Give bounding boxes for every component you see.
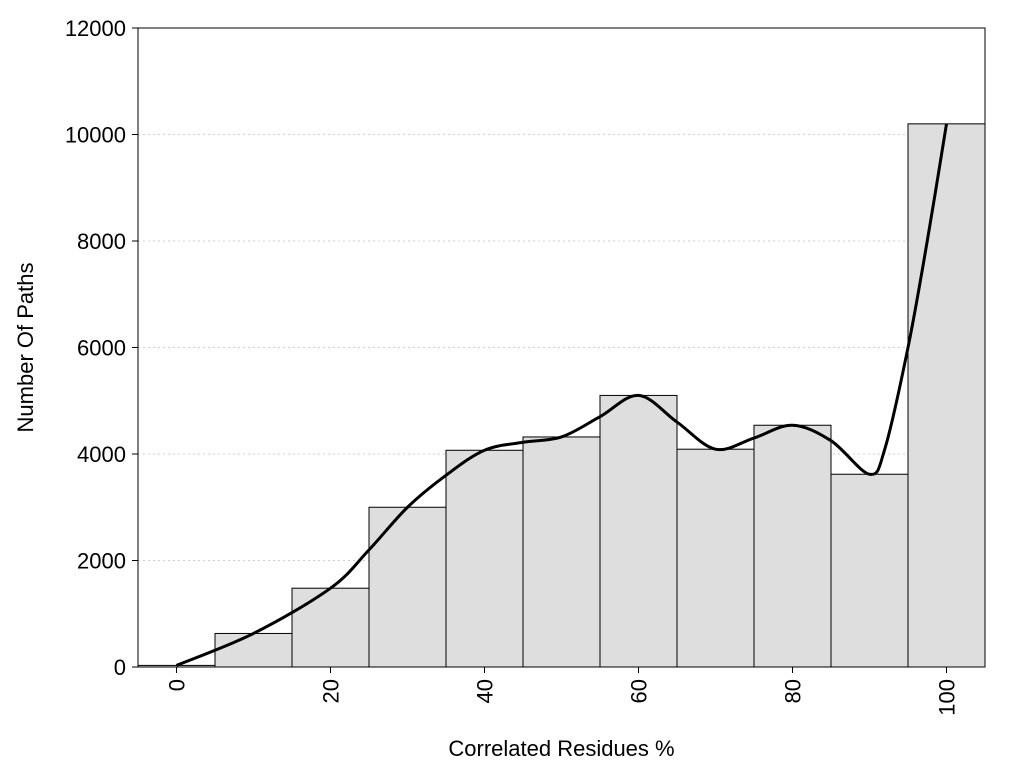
y-axis-ticks: 0 2000 4000 6000 8000 10000 12000	[65, 16, 138, 680]
y-tick-label: 12000	[65, 16, 126, 41]
histogram-bar	[522, 436, 601, 668]
histogram-bar	[753, 424, 832, 668]
histogram-bar	[445, 449, 524, 668]
histogram-bar	[368, 506, 447, 668]
y-tick-label: 10000	[65, 123, 126, 148]
histogram-bar	[291, 587, 370, 668]
x-axis-label: Correlated Residues %	[448, 736, 674, 761]
x-tick-label: 100	[935, 679, 960, 716]
y-tick-label: 2000	[77, 549, 126, 574]
histogram-bar	[907, 123, 986, 668]
x-tick-label: 20	[319, 679, 344, 703]
y-tick-label: 0	[114, 655, 126, 680]
y-tick-label: 8000	[77, 229, 126, 254]
histogram-bar	[830, 473, 909, 668]
x-axis-ticks: 0 20 40 60 80 100	[165, 667, 960, 716]
y-tick-label: 6000	[77, 336, 126, 361]
y-tick-label: 4000	[77, 442, 126, 467]
histogram-bar	[599, 394, 678, 668]
x-tick-label: 80	[781, 679, 806, 703]
trend-line	[175, 123, 948, 667]
x-tick-label: 0	[165, 679, 190, 691]
histogram-bar	[214, 632, 293, 668]
histogram-bars	[137, 123, 986, 668]
x-tick-label: 40	[473, 679, 498, 703]
histogram-bar	[676, 448, 755, 668]
x-tick-label: 60	[627, 679, 652, 703]
y-axis-label: Number Of Paths	[13, 263, 38, 433]
